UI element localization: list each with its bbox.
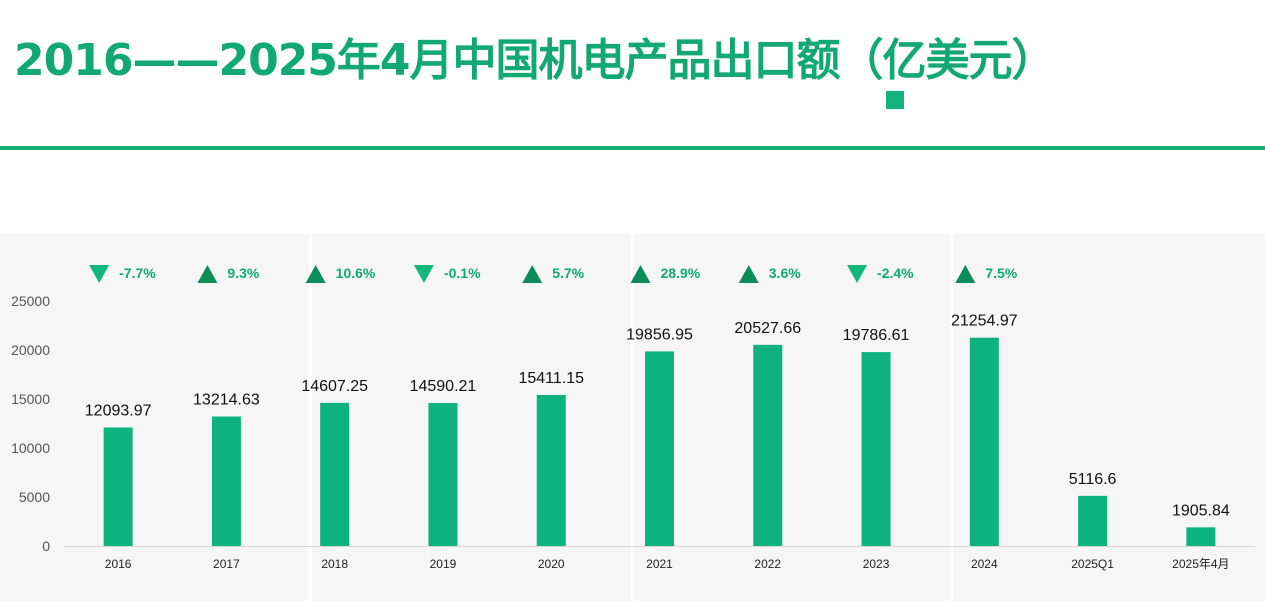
up-triangle-icon — [955, 265, 976, 283]
bar — [103, 427, 133, 546]
panel-separator — [950, 234, 953, 601]
x-tick-label: 2021 — [646, 557, 673, 571]
data-label: 14590.21 — [410, 378, 477, 395]
bar — [1186, 527, 1216, 546]
data-label: 13214.63 — [193, 391, 260, 408]
growth-rate-label: 28.9% — [661, 265, 701, 281]
bar — [320, 402, 350, 546]
y-tick-label: 15000 — [11, 391, 50, 407]
down-triangle-icon — [413, 265, 434, 283]
x-tick-label: 2019 — [430, 557, 457, 571]
title-divider — [0, 146, 1265, 150]
x-tick-label: 2025年4月 — [1172, 557, 1229, 571]
y-tick-label: 10000 — [11, 440, 50, 456]
growth-rate-label: 5.7% — [552, 265, 584, 281]
growth-rate-label: -7.7% — [119, 265, 156, 281]
bar — [645, 351, 674, 546]
title-accent-square — [886, 91, 904, 109]
panel-separator — [309, 234, 312, 601]
x-tick-label: 2020 — [538, 557, 565, 571]
bar — [536, 394, 566, 546]
up-triangle-icon — [522, 265, 543, 283]
x-tick-label: 2023 — [863, 557, 890, 571]
growth-rate-label: -2.4% — [877, 265, 914, 281]
up-triangle-icon — [630, 265, 651, 283]
y-tick-label: 5000 — [19, 489, 50, 505]
down-triangle-icon — [847, 265, 868, 283]
data-label: 15411.15 — [518, 370, 584, 387]
data-label: 19786.61 — [843, 327, 910, 344]
growth-rate-label: 9.3% — [227, 265, 259, 281]
chart-title: 2016——2025年4月中国机电产品出口额（亿美元） — [14, 35, 1056, 86]
data-label: 14607.25 — [301, 378, 368, 395]
data-label: 19856.95 — [626, 326, 693, 343]
growth-rate-label: -0.1% — [444, 265, 481, 281]
bar — [969, 337, 999, 546]
bar — [428, 403, 458, 546]
growth-rate-label: 10.6% — [336, 265, 376, 281]
down-triangle-icon — [89, 265, 110, 283]
bar — [1078, 495, 1108, 546]
data-label: 12093.97 — [85, 402, 152, 419]
up-triangle-icon — [738, 265, 759, 283]
growth-rate-label: 3.6% — [769, 265, 801, 281]
up-triangle-icon — [305, 265, 326, 283]
y-tick-label: 25000 — [11, 293, 50, 309]
x-tick-label: 2016 — [105, 557, 132, 571]
up-triangle-icon — [197, 265, 218, 283]
growth-rate-label: 7.5% — [985, 265, 1017, 281]
x-tick-label: 2018 — [321, 557, 348, 571]
panel-separator — [631, 234, 634, 601]
x-tick-label: 2022 — [754, 557, 781, 571]
bar — [861, 352, 891, 546]
x-tick-label: 2025Q1 — [1071, 557, 1114, 571]
bar — [211, 416, 241, 546]
data-label: 1905.84 — [1172, 502, 1230, 519]
x-tick-label: 2017 — [213, 557, 240, 571]
bar — [753, 344, 783, 546]
data-label: 5116.6 — [1069, 471, 1117, 488]
x-tick-label: 2024 — [971, 557, 998, 571]
data-label: 21254.97 — [951, 313, 1018, 330]
y-tick-label: 0 — [42, 538, 50, 554]
y-tick-label: 20000 — [11, 342, 50, 358]
data-label: 20527.66 — [734, 320, 801, 337]
